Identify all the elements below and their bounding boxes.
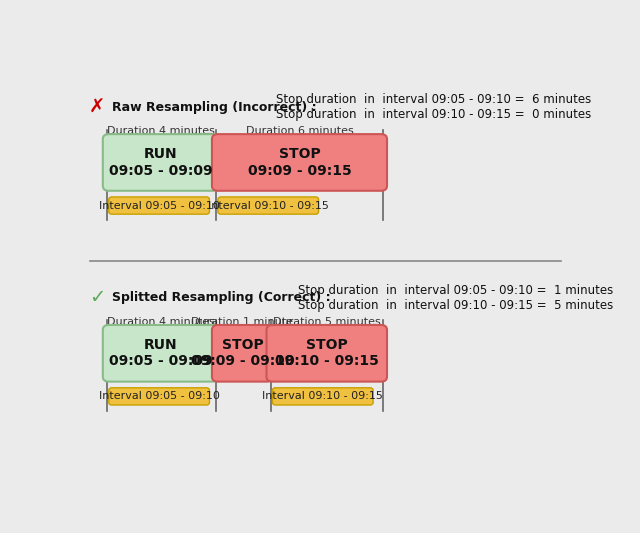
Text: Duration 1 minute: Duration 1 minute: [191, 317, 293, 327]
Text: Stop duration  in  interval 09:05 - 09:10 =  6 minutes: Stop duration in interval 09:05 - 09:10 …: [276, 93, 591, 106]
FancyBboxPatch shape: [218, 197, 319, 214]
Text: Duration 5 minutes: Duration 5 minutes: [273, 317, 381, 327]
FancyBboxPatch shape: [266, 325, 387, 382]
Text: Interval 09:10 - 09:15: Interval 09:10 - 09:15: [208, 200, 329, 211]
FancyBboxPatch shape: [212, 134, 387, 191]
Text: Interval 09:10 - 09:15: Interval 09:10 - 09:15: [262, 391, 383, 401]
Text: Stop duration  in  interval 09:05 - 09:10 =  1 minutes: Stop duration in interval 09:05 - 09:10 …: [298, 284, 614, 297]
Text: Interval 09:05 - 09:10: Interval 09:05 - 09:10: [99, 391, 220, 401]
FancyBboxPatch shape: [212, 325, 273, 382]
Text: Splitted Resampling (Correct) :: Splitted Resampling (Correct) :: [112, 292, 331, 304]
FancyBboxPatch shape: [109, 197, 209, 214]
Text: Stop duration  in  interval 09:10 - 09:15 =  5 minutes: Stop duration in interval 09:10 - 09:15 …: [298, 299, 614, 312]
Text: Interval 09:05 - 09:10: Interval 09:05 - 09:10: [99, 200, 220, 211]
Text: Raw Resampling (Incorrect) :: Raw Resampling (Incorrect) :: [112, 101, 317, 114]
Text: RUN
09:05 - 09:09: RUN 09:05 - 09:09: [109, 147, 212, 177]
Text: Duration 6 minutes: Duration 6 minutes: [246, 126, 353, 136]
Text: STOP
09:09 - 09:10: STOP 09:09 - 09:10: [191, 338, 294, 368]
Text: ✓: ✓: [89, 288, 106, 308]
Text: Stop duration  in  interval 09:10 - 09:15 =  0 minutes: Stop duration in interval 09:10 - 09:15 …: [276, 108, 591, 121]
Text: Duration 4 minutes: Duration 4 minutes: [107, 317, 214, 327]
Text: STOP
09:10 - 09:15: STOP 09:10 - 09:15: [275, 338, 379, 368]
Text: Duration 4 minutes: Duration 4 minutes: [107, 126, 214, 136]
FancyBboxPatch shape: [109, 388, 209, 405]
FancyBboxPatch shape: [273, 388, 373, 405]
Text: RUN
09:05 - 09:09: RUN 09:05 - 09:09: [109, 338, 212, 368]
FancyBboxPatch shape: [103, 325, 218, 382]
FancyBboxPatch shape: [103, 134, 218, 191]
Text: STOP
09:09 - 09:15: STOP 09:09 - 09:15: [248, 147, 351, 177]
Text: ✗: ✗: [89, 98, 106, 117]
